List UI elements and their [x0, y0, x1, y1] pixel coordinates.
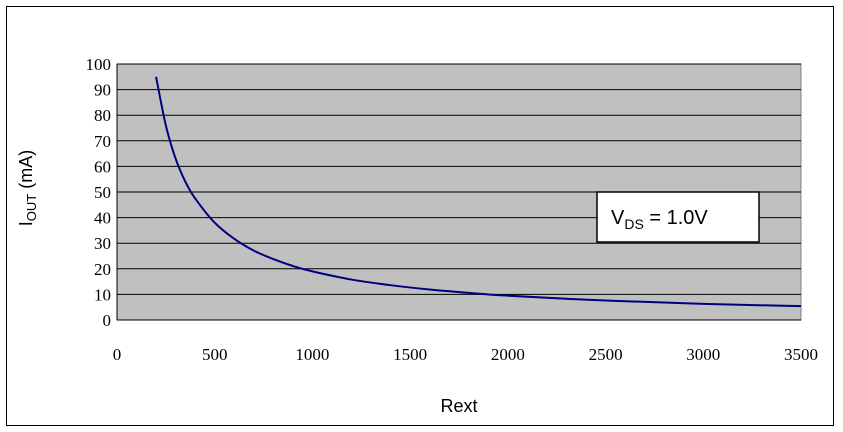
- x-axis-label: Rext: [440, 396, 477, 416]
- y-tick-label: 80: [94, 106, 111, 125]
- x-tick-label: 500: [202, 345, 228, 364]
- y-axis-label-main: I: [16, 221, 36, 226]
- y-axis-label: IOUT (mA): [16, 150, 39, 226]
- annotation-box: [596, 191, 760, 243]
- annotation-main: V: [611, 207, 625, 229]
- x-tick-label: 3500: [784, 345, 818, 364]
- y-tick-label: 0: [103, 311, 112, 330]
- y-tick-label: 10: [94, 285, 111, 304]
- y-tick-labels: 0 10 20 30 40 50 60 70 80 90 100: [86, 55, 112, 330]
- annotation-text: VDS = 1.0V: [611, 207, 708, 232]
- x-tick-label: 1500: [393, 345, 427, 364]
- y-tick-label: 70: [94, 132, 111, 151]
- annotation-rest: = 1.0V: [644, 207, 709, 229]
- y-tick-label: 60: [94, 157, 111, 176]
- y-tick-label: 30: [94, 234, 111, 253]
- x-tick-labels: 0 500 1000 1500 2000 2500 3000 3500: [113, 345, 818, 364]
- x-tick-label: 1000: [295, 345, 329, 364]
- x-tick-label: 2000: [491, 345, 525, 364]
- y-axis-label-sub: OUT: [24, 194, 39, 222]
- y-tick-label: 40: [94, 209, 111, 228]
- y-tick-label: 50: [94, 183, 111, 202]
- x-tick-label: 3000: [686, 345, 720, 364]
- y-tick-label: 100: [86, 55, 112, 74]
- series-line: [155, 76, 802, 308]
- annotation-sub: DS: [624, 216, 643, 232]
- x-tick-label: 0: [113, 345, 122, 364]
- y-tick-label: 20: [94, 260, 111, 279]
- x-tick-label: 2500: [589, 345, 623, 364]
- y-axis-label-unit: (mA): [16, 150, 36, 194]
- axes: [116, 64, 801, 321]
- y-tick-label: 90: [94, 81, 111, 100]
